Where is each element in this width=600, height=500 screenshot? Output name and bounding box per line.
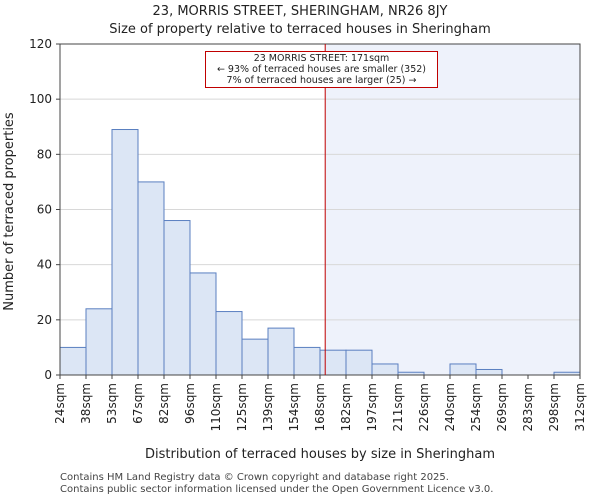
x-tick-label: 53sqm — [105, 383, 119, 424]
x-tick-label: 168sqm — [313, 383, 327, 431]
x-tick-label: 269sqm — [495, 383, 509, 431]
x-tick-label: 283sqm — [521, 383, 535, 431]
histogram-bar — [137, 181, 165, 376]
x-tick-label: 240sqm — [443, 383, 457, 431]
histogram-bar — [319, 349, 347, 376]
histogram-bar — [189, 272, 217, 376]
x-tick-label: 182sqm — [339, 383, 353, 431]
y-tick-label: 80 — [37, 147, 52, 161]
histogram-bar — [267, 327, 295, 376]
x-tick-label: 110sqm — [209, 383, 223, 431]
x-tick-label: 125sqm — [235, 383, 249, 431]
y-tick-label: 100 — [29, 92, 52, 106]
x-tick-label: 154sqm — [287, 383, 301, 431]
annotation-line-1: 23 MORRIS STREET: 171sqm — [253, 53, 390, 64]
histogram-bar — [85, 308, 113, 376]
y-axis-label: Number of terraced properties — [2, 112, 17, 311]
y-tick-label: 120 — [29, 37, 52, 51]
x-tick-label: 38sqm — [79, 383, 93, 424]
histogram-bar — [345, 349, 373, 376]
x-tick-label: 298sqm — [547, 383, 561, 431]
x-tick-label: 96sqm — [183, 383, 197, 424]
x-tick-label: 312sqm — [573, 383, 587, 431]
annotation-line-3: 7% of terraced houses are larger (25) → — [226, 75, 417, 86]
x-tick-label: 139sqm — [261, 383, 275, 431]
histogram-bar — [371, 363, 399, 376]
histogram-bar — [293, 346, 321, 376]
y-tick-label: 60 — [37, 203, 52, 217]
x-tick-label: 24sqm — [53, 383, 67, 424]
y-tick-label: 0 — [44, 368, 52, 382]
x-tick-label: 197sqm — [365, 383, 379, 431]
histogram-bar — [475, 368, 503, 376]
histogram-bar — [449, 363, 477, 376]
x-tick-label: 82sqm — [157, 383, 171, 424]
footer-line-1: Contains HM Land Registry data © Crown c… — [60, 472, 449, 483]
histogram-bar — [215, 311, 243, 376]
histogram-bar — [59, 346, 87, 376]
property-annotation: 23 MORRIS STREET: 171sqm ← 93% of terrac… — [205, 51, 438, 88]
y-tick-label: 20 — [37, 313, 52, 327]
x-tick-label: 211sqm — [391, 383, 405, 431]
annotation-line-2: ← 93% of terraced houses are smaller (35… — [216, 64, 427, 75]
x-axis-label: Distribution of terraced houses by size … — [145, 447, 495, 462]
chart-title: 23, MORRIS STREET, SHERINGHAM, NR26 8JY — [152, 4, 448, 19]
histogram-bar — [111, 129, 139, 376]
x-tick-label: 226sqm — [417, 383, 431, 431]
footer-line-2: Contains public sector information licen… — [60, 484, 494, 495]
x-tick-label: 67sqm — [131, 383, 145, 424]
y-tick-label: 40 — [37, 258, 52, 272]
chart-subtitle: Size of property relative to terraced ho… — [109, 22, 491, 37]
histogram-bar — [163, 220, 191, 376]
x-tick-label: 254sqm — [469, 383, 483, 431]
histogram-bar — [241, 338, 269, 376]
